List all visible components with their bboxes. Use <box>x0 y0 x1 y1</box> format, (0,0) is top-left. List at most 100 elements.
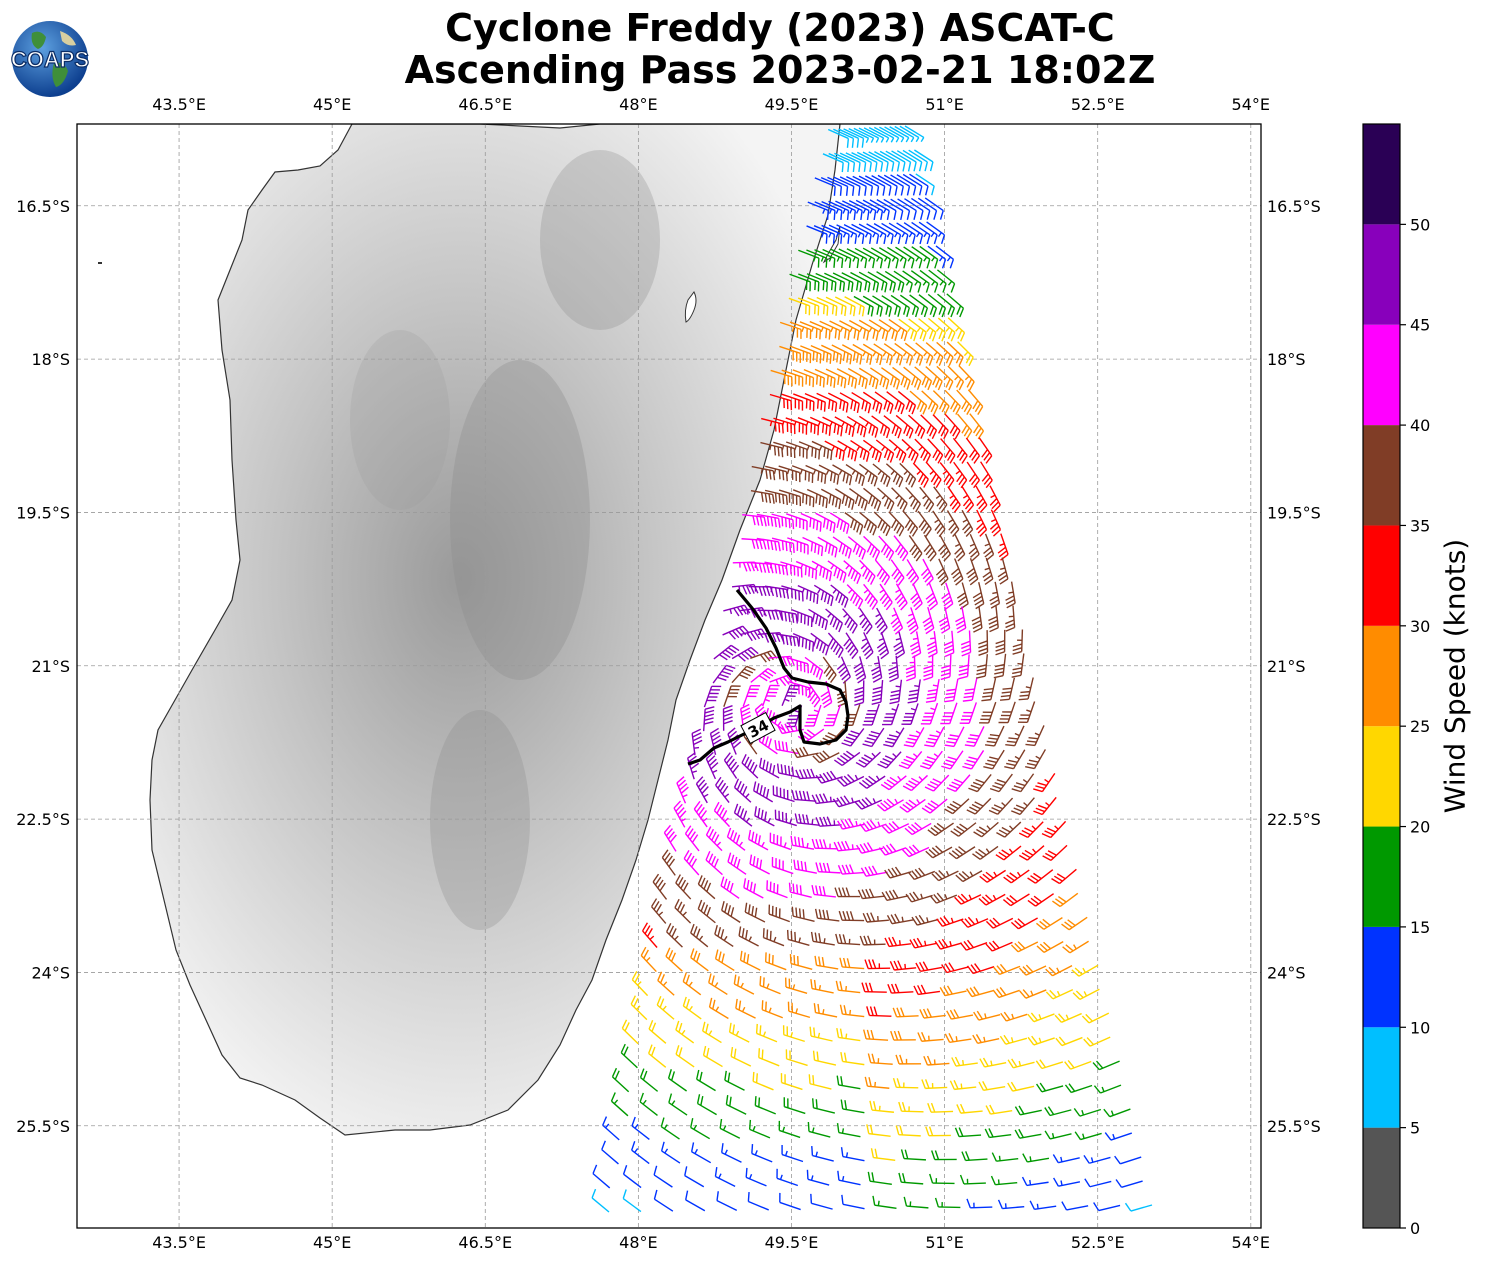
wind-barb <box>730 1046 752 1067</box>
wind-barb <box>862 727 885 748</box>
wind-barb <box>1025 749 1047 770</box>
wind-barb <box>832 536 852 559</box>
wind-barb <box>881 367 901 390</box>
wind-barb <box>927 293 947 318</box>
wind-barb <box>862 247 884 269</box>
wind-barb <box>909 937 937 949</box>
wind-barb <box>997 557 1009 585</box>
wind-barb <box>759 975 781 995</box>
wind-barb <box>864 175 886 196</box>
wind-barb <box>841 1194 865 1210</box>
wind-barb <box>998 701 1016 724</box>
wind-barb <box>748 1119 771 1139</box>
wind-barb <box>962 678 978 702</box>
wind-barb <box>819 320 841 340</box>
wind-barb <box>839 320 860 341</box>
wind-barb <box>1064 1083 1093 1094</box>
wind-barb <box>999 677 1016 701</box>
wind-barb <box>855 199 877 221</box>
wind-barb <box>932 510 946 538</box>
wind-barb <box>674 898 692 924</box>
colorbar-tick-label: 15 <box>1410 918 1430 937</box>
wind-barb <box>841 272 863 293</box>
wind-barb <box>946 1009 974 1020</box>
lat-tick-label: 21°S <box>31 657 70 676</box>
wind-barb <box>966 797 992 815</box>
wind-barb <box>1021 1176 1049 1187</box>
wind-barb <box>947 317 966 342</box>
wind-barb <box>812 750 840 764</box>
wind-barb <box>756 513 781 528</box>
wind-barb <box>772 785 795 803</box>
wind-barb <box>795 768 822 780</box>
wind-barb <box>1045 964 1073 977</box>
wind-barb <box>926 631 938 658</box>
wind-barb <box>883 198 904 221</box>
wind-barb <box>835 296 856 317</box>
wind-barb <box>985 1104 1013 1115</box>
wind-barb <box>792 633 815 652</box>
wind-barb <box>883 343 903 366</box>
wind-barb <box>1014 1128 1042 1139</box>
wind-barb <box>877 751 902 769</box>
wind-barb <box>836 368 858 389</box>
wind-barb <box>733 974 755 995</box>
lat-tick-label: 25.5°S <box>16 1117 70 1136</box>
wind-barb <box>1104 1132 1133 1141</box>
lon-tick-label: 45°E <box>313 1233 351 1252</box>
wind-barb <box>731 646 759 662</box>
wind-barb <box>954 893 982 905</box>
wind-barb <box>786 657 809 674</box>
highland-ridge <box>430 710 530 930</box>
wind-barb <box>750 667 777 683</box>
wind-barb <box>932 390 950 415</box>
wind-barb <box>836 774 865 787</box>
wind-barb <box>837 864 865 875</box>
wind-barb <box>708 997 729 1020</box>
coaps-logo: COAPS <box>10 21 90 97</box>
wind-barb <box>660 1141 681 1164</box>
wind-barb <box>811 1146 834 1162</box>
wind-barb <box>902 844 930 858</box>
wind-barb <box>809 1026 833 1042</box>
plot-frame <box>76 123 1262 1229</box>
wind-barb <box>876 271 897 293</box>
wind-barb <box>1036 941 1064 953</box>
colorbar-tick-label: 35 <box>1410 516 1430 535</box>
wind-barb <box>999 1034 1028 1045</box>
wind-barb <box>723 752 740 779</box>
wind-barb <box>954 534 966 562</box>
wind-barb <box>781 684 800 707</box>
wind-barb <box>944 389 961 415</box>
wind-barb <box>641 922 658 948</box>
wind-barb <box>864 959 891 970</box>
wind-barb <box>884 126 905 143</box>
wind-barb <box>989 773 1013 793</box>
wind-barb <box>648 1020 667 1044</box>
wind-barb <box>905 655 916 682</box>
wind-barb <box>968 533 980 562</box>
lon-tick-label: 45°E <box>313 95 351 114</box>
highland-ridge <box>450 360 590 680</box>
lat-tick-label: 24°S <box>1267 963 1306 982</box>
wind-barb <box>847 367 868 389</box>
wind-barb <box>660 1117 680 1140</box>
wind-barb <box>851 151 872 172</box>
colorbar-tick-label: 45 <box>1410 316 1430 335</box>
wind-barb <box>835 980 861 994</box>
lon-tick-label: 46.5°E <box>458 1233 512 1252</box>
wind-barb <box>979 1057 1007 1068</box>
wind-barb <box>1027 893 1055 907</box>
wind-barb <box>896 222 916 245</box>
wind-barb <box>1044 1130 1072 1140</box>
wind-barb <box>967 389 984 415</box>
wind-barb <box>926 462 942 489</box>
wind-barb <box>956 413 973 440</box>
wind-barb <box>964 726 985 747</box>
wind-barb <box>903 366 922 391</box>
wind-barb <box>871 680 884 706</box>
wind-barb <box>911 221 931 245</box>
colorbar-label: Wind Speed (knots) <box>1438 538 1472 814</box>
lon-tick-label: 52.5°E <box>1071 95 1125 114</box>
wind-barb <box>1052 1154 1080 1164</box>
